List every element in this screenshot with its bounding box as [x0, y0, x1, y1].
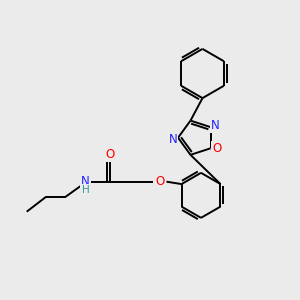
Text: H: H — [82, 185, 90, 195]
Text: N: N — [169, 133, 177, 146]
Text: O: O — [155, 175, 164, 188]
Text: N: N — [81, 175, 90, 188]
Text: O: O — [105, 148, 114, 160]
Text: N: N — [211, 119, 220, 132]
Text: O: O — [212, 142, 221, 155]
